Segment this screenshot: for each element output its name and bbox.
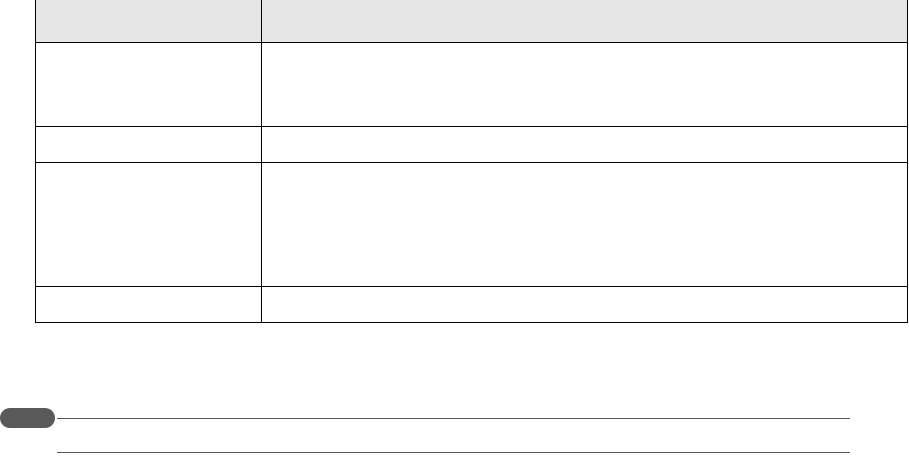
table-cell [35, 126, 262, 163]
table-cell [261, 126, 908, 163]
table-row [35, 42, 908, 127]
table-cell [35, 286, 262, 323]
table-cell [261, 42, 908, 127]
section-badge [0, 408, 55, 428]
table-header-row [35, 0, 908, 43]
table-cell [261, 286, 908, 323]
section-rule-top [57, 418, 850, 419]
table-cell [35, 42, 262, 127]
header-cell [261, 0, 908, 43]
section-rule-bottom [57, 452, 850, 453]
table-cell [35, 162, 262, 287]
header-cell [35, 0, 262, 43]
table-cell [261, 162, 908, 287]
table-row [35, 286, 908, 323]
table-row [35, 126, 908, 163]
info-table [35, 0, 908, 323]
table-row [35, 162, 908, 287]
